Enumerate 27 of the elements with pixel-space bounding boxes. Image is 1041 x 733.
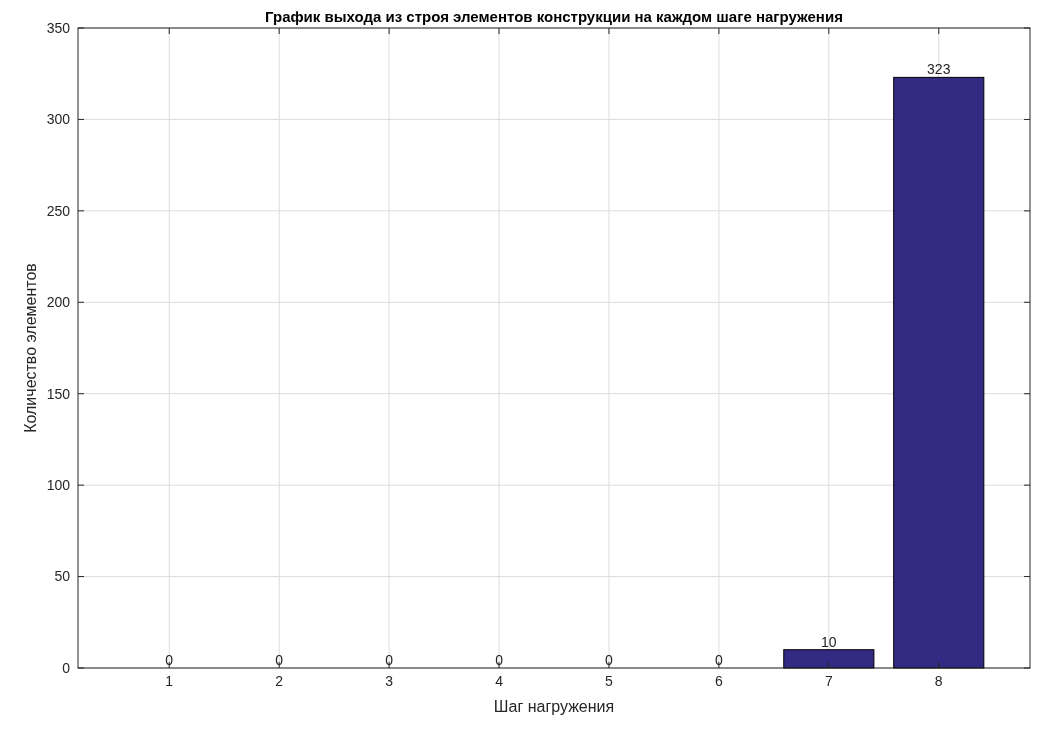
x-tick-label: 5 (605, 673, 614, 689)
y-axis-title: Количество элементов (22, 263, 39, 433)
chart-title: График выхода из строя элементов конструкции на каждом шаге нагружения (265, 8, 843, 25)
y-tick-label: 200 (46, 294, 71, 311)
data-label: 10 (821, 633, 837, 650)
x-tick-label: 6 (715, 673, 723, 689)
data-label: 0 (605, 652, 614, 668)
y-tick-label: 350 (46, 19, 71, 36)
data-label: 323 (927, 61, 951, 78)
y-tick-label: 250 (46, 202, 71, 219)
y-tick-label: 100 (46, 477, 71, 494)
x-tick-label: 2 (275, 673, 284, 689)
data-label: 0 (385, 652, 394, 668)
x-axis-title: Шаг нагружения (493, 698, 615, 715)
data-label: 0 (165, 652, 174, 668)
x-tick-label: 1 (165, 673, 174, 689)
y-tick-label: 0 (62, 659, 71, 676)
x-tick-label: 4 (495, 673, 504, 689)
data-label: 0 (715, 652, 723, 668)
y-tick-label: 300 (46, 111, 71, 128)
x-tick-label: 7 (824, 673, 833, 689)
data-label: 0 (495, 652, 504, 668)
x-tick-label: 3 (385, 673, 394, 689)
y-tick-label: 150 (46, 385, 71, 402)
y-tick-label: 50 (54, 568, 71, 585)
data-label: 0 (275, 652, 284, 668)
x-tick-label: 8 (934, 673, 943, 689)
